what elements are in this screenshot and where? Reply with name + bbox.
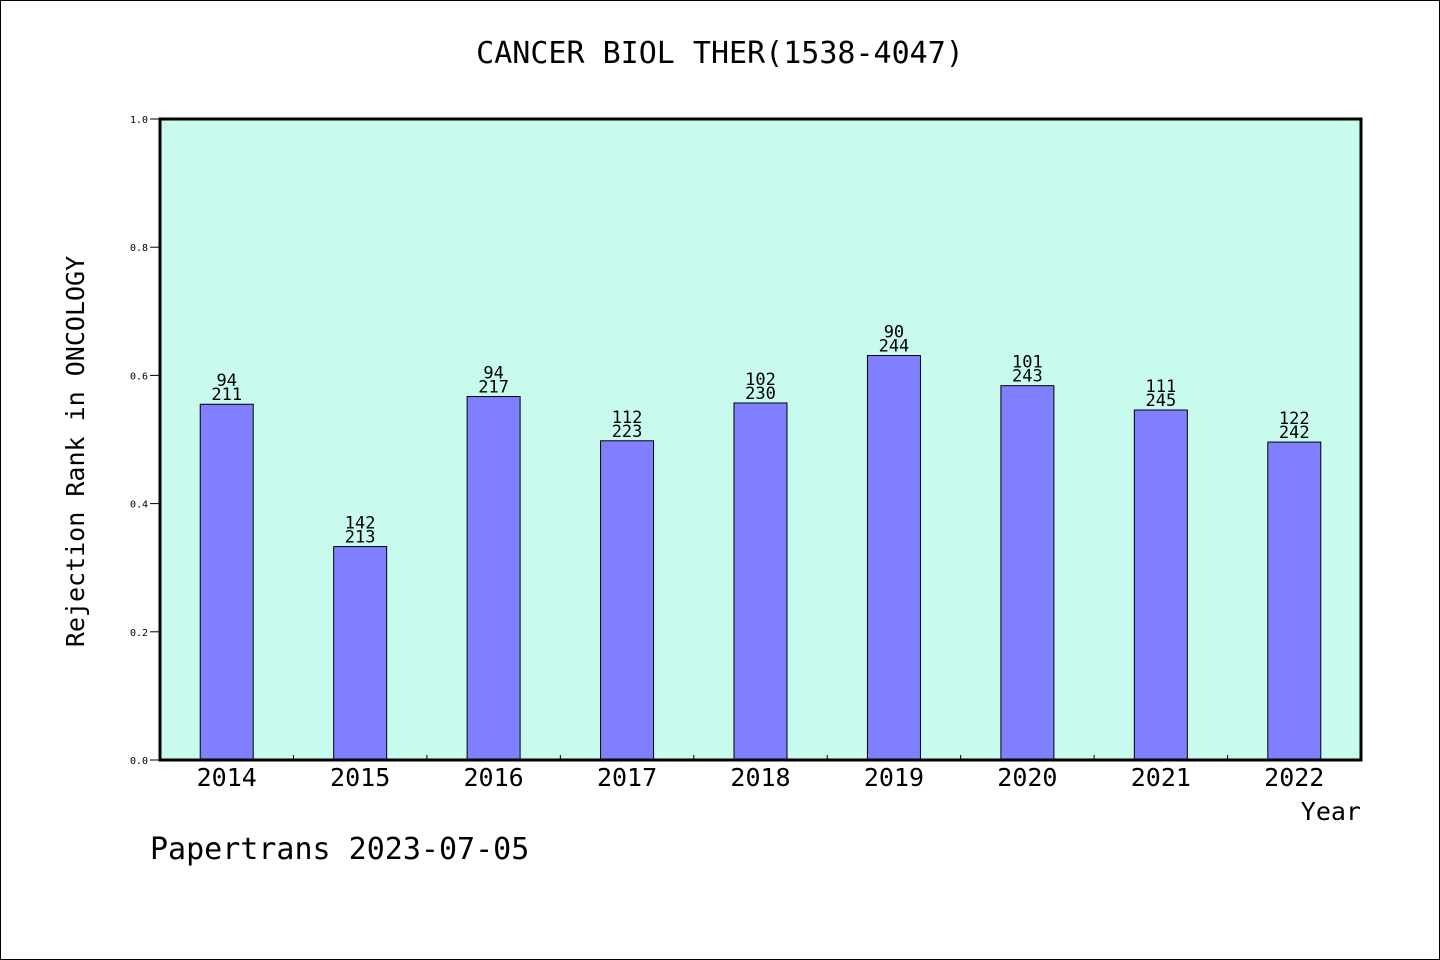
y-tick-label: 0.8 bbox=[130, 243, 148, 254]
bar-2022 bbox=[1267, 441, 1322, 761]
bar-label-bottom-2018: 230 bbox=[745, 384, 776, 404]
bar-label-bottom-2020: 243 bbox=[1012, 367, 1043, 387]
bar-label-top-2014: 94 bbox=[216, 371, 236, 391]
chart-title: CANCER BIOL THER(1538-4047) bbox=[476, 36, 964, 71]
plot-border bbox=[158, 117, 1363, 762]
bar-label-bottom-2022: 242 bbox=[1279, 423, 1310, 443]
x-tick-label-2021: 2021 bbox=[1131, 763, 1191, 792]
bar-label-top-2017: 112 bbox=[612, 408, 643, 428]
y-tick-label: 0.0 bbox=[130, 756, 148, 767]
x-tick-label-2019: 2019 bbox=[864, 763, 924, 792]
x-tick-label-2015: 2015 bbox=[330, 763, 390, 792]
x-tick-label-2022: 2022 bbox=[1264, 763, 1324, 792]
x-axis-label: Year bbox=[1301, 797, 1361, 826]
y-tick-label: 0.6 bbox=[130, 371, 148, 382]
x-tick-label-2018: 2018 bbox=[730, 763, 790, 792]
bar-label-bottom-2016: 217 bbox=[478, 378, 509, 398]
bar-2019 bbox=[866, 355, 921, 761]
bar-2021 bbox=[1133, 409, 1188, 761]
y-axis: 0.0 0.2 0.4 0.6 0.8 1.0 bbox=[130, 115, 160, 767]
x-tick-label-2016: 2016 bbox=[464, 763, 524, 792]
bar-labels-group: 9421114221394217112223102230902441012431… bbox=[211, 323, 1309, 548]
bar-label-top-2018: 102 bbox=[745, 370, 776, 390]
bar-label-bottom-2017: 223 bbox=[612, 422, 643, 442]
x-tick-label-2020: 2020 bbox=[997, 763, 1057, 792]
x-tick-label-2017: 2017 bbox=[597, 763, 657, 792]
bar-label-top-2021: 111 bbox=[1145, 377, 1176, 397]
x-tick-label-2014: 2014 bbox=[197, 763, 257, 792]
bar-label-top-2022: 122 bbox=[1279, 409, 1310, 429]
y-tick-label: 0.2 bbox=[130, 628, 148, 639]
bar-label-top-2020: 101 bbox=[1012, 353, 1043, 373]
y-axis-label: Rejection Rank in ONCOLOGY bbox=[61, 256, 90, 647]
bar-label-bottom-2014: 211 bbox=[211, 385, 242, 405]
bar-label-top-2016: 94 bbox=[483, 364, 503, 384]
y-tick-label: 0.4 bbox=[130, 500, 148, 511]
bar-2018 bbox=[733, 402, 788, 761]
bar-label-top-2019: 90 bbox=[884, 323, 904, 343]
bar-label-bottom-2015: 213 bbox=[345, 528, 376, 548]
footer-note: Papertrans 2023-07-05 bbox=[150, 832, 530, 867]
x-axis: 2014 2015 2016 2017 2018 2019 2020 2021 2022 bbox=[197, 755, 1324, 792]
bar-label-bottom-2021: 245 bbox=[1145, 391, 1176, 411]
bar-2016 bbox=[466, 396, 521, 761]
bars-group bbox=[199, 355, 1322, 761]
y-tick-label: 1.0 bbox=[130, 115, 148, 126]
bar-2015 bbox=[333, 546, 388, 761]
bar-2017 bbox=[600, 440, 655, 761]
bar-label-bottom-2019: 244 bbox=[879, 337, 910, 357]
bar-2014 bbox=[199, 403, 254, 761]
bar-label-top-2015: 142 bbox=[345, 514, 376, 534]
bar-2020 bbox=[1000, 385, 1055, 761]
